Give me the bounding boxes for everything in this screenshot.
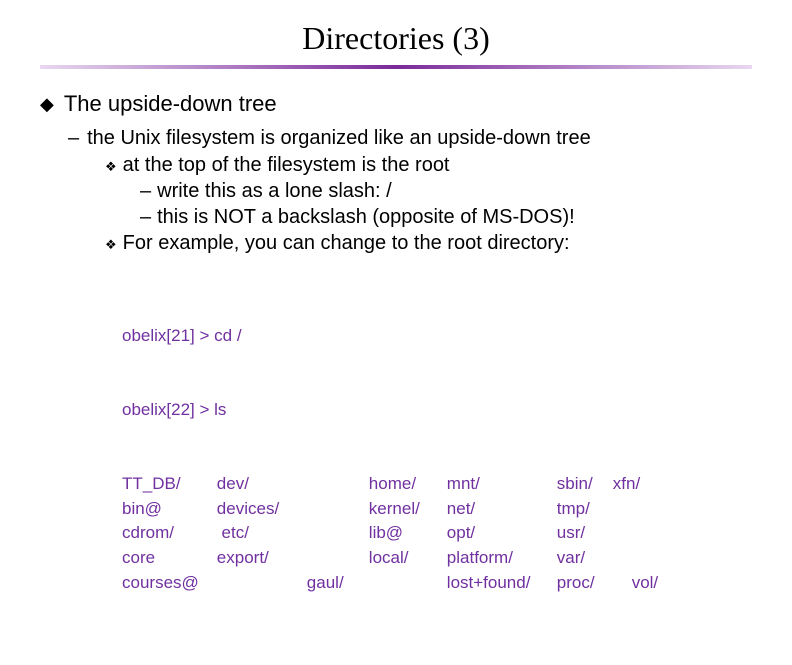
listing-cell: courses@ [122,571,217,596]
listing-cell [613,497,676,522]
listing-cell: local/ [369,546,447,571]
listing-cell: gaul/ [307,571,369,596]
listing-cell: xfn/ [613,472,676,497]
listing-cell: dev/ [217,472,307,497]
listing-cell [307,546,369,571]
dash-icon: – [140,206,151,229]
ls-listing-table: TT_DB/ dev/ home/ mnt/ sbin/ xfn/ bin@ d… [122,472,676,595]
bullet-level4: – this is NOT a backslash (opposite of M… [140,206,752,229]
dash-icon: – [68,127,79,150]
listing-cell: home/ [369,472,447,497]
bullet-level2: – the Unix filesystem is organized like … [68,127,752,150]
table-row: core export/ local/ platform/ var/ [122,546,676,571]
listing-cell: kernel/ [369,497,447,522]
listing-cell: bin@ [122,497,217,522]
slide-content: Directories (3) ◆ The upside-down tree –… [0,0,792,665]
listing-cell [613,521,676,546]
listing-cell: lib@ [369,521,447,546]
bullet-text: at the top of the filesystem is the root [123,154,450,177]
diamond-outline-icon: ❖ [105,159,117,175]
listing-cell [307,497,369,522]
bullet-text: this is NOT a backslash (opposite of MS-… [157,206,575,229]
bullet-level4: – write this as a lone slash: / [140,180,752,203]
listing-cell: usr/ [557,521,613,546]
listing-cell: proc/ [557,571,613,596]
command-line: obelix[21] > cd / [122,324,752,349]
listing-cell: tmp/ [557,497,613,522]
listing-cell [613,546,676,571]
bullet-text: the Unix filesystem is organized like an… [87,127,591,150]
bullet-text: write this as a lone slash: / [157,180,392,203]
listing-cell [217,571,307,596]
listing-cell [369,571,447,596]
listing-cell [307,472,369,497]
bullet-text: The upside-down tree [64,91,277,117]
slide-title: Directories (3) [40,20,752,57]
listing-cell: devices/ [217,497,307,522]
listing-cell: vol/ [613,571,676,596]
diamond-outline-icon: ❖ [105,237,117,253]
command-line: obelix[22] > ls [122,398,752,423]
dash-icon: – [140,180,151,203]
bullet-text: For example, you can change to the root … [123,232,570,255]
table-row: TT_DB/ dev/ home/ mnt/ sbin/ xfn/ [122,472,676,497]
listing-cell: var/ [557,546,613,571]
listing-cell: platform/ [447,546,557,571]
listing-cell: mnt/ [447,472,557,497]
listing-cell: sbin/ [557,472,613,497]
table-row: bin@ devices/ kernel/ net/ tmp/ [122,497,676,522]
table-row: cdrom/ etc/ lib@ opt/ usr/ [122,521,676,546]
title-underline [40,65,752,69]
listing-cell: net/ [447,497,557,522]
bullet-level1: ◆ The upside-down tree [40,91,752,117]
listing-cell: export/ [217,546,307,571]
listing-cell: core [122,546,217,571]
terminal-output: obelix[21] > cd / obelix[22] > ls TT_DB/… [122,275,752,645]
table-row: courses@ gaul/ lost+found/ proc/ vol/ [122,571,676,596]
listing-cell: cdrom/ [122,521,217,546]
diamond-bullet-icon: ◆ [40,94,54,115]
listing-cell: opt/ [447,521,557,546]
listing-cell: etc/ [217,521,307,546]
listing-cell: lost+found/ [447,571,557,596]
listing-cell [307,521,369,546]
listing-cell: TT_DB/ [122,472,217,497]
bullet-level3: ❖ at the top of the filesystem is the ro… [105,154,752,177]
bullet-level3: ❖ For example, you can change to the roo… [105,232,752,255]
